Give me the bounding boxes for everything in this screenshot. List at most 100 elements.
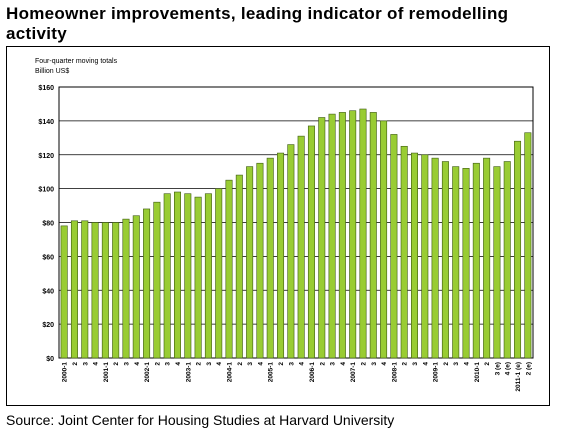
x-tick-label: 2000-1	[62, 362, 69, 383]
x-tick-label: 2003-1	[185, 362, 192, 383]
x-tick-label: 3	[412, 362, 419, 366]
bar	[493, 166, 501, 359]
x-tick-label: 2	[196, 362, 203, 366]
bar	[215, 188, 223, 359]
x-tick-label: 4	[340, 362, 347, 366]
bar	[431, 157, 439, 359]
bar	[112, 222, 120, 359]
y-tick-label: $100	[38, 187, 54, 194]
bar	[380, 120, 388, 359]
x-tick-label: 3	[288, 362, 295, 366]
bar	[369, 112, 377, 359]
x-tick-label: 4	[216, 362, 223, 366]
bar	[400, 145, 408, 359]
x-tick-label: 2002-1	[144, 362, 151, 383]
x-tick-label: 2	[113, 362, 120, 366]
y-tick-label: $0	[46, 356, 54, 363]
x-tick-label: 3	[453, 362, 460, 366]
x-tick-label: 4	[134, 362, 141, 366]
bar	[60, 225, 68, 359]
x-tick-label: 3	[206, 362, 213, 366]
x-tick-label: 2	[278, 362, 285, 366]
x-tick-label: 2005-1	[268, 362, 275, 383]
bar	[338, 112, 346, 359]
plot-area	[58, 86, 534, 359]
y-tick-label: $60	[42, 254, 54, 261]
bar	[441, 161, 449, 359]
x-tick-label: 2009-1	[433, 362, 440, 383]
chart-title: Homeowner improvements, leading indicato…	[6, 4, 509, 43]
bar	[225, 179, 233, 359]
bar	[277, 152, 285, 359]
y-tick-label: $160	[38, 85, 54, 92]
bar	[411, 152, 418, 359]
x-tick-label: 2007-1	[350, 362, 357, 383]
bar	[266, 157, 274, 359]
x-tick-label: 4	[422, 362, 429, 366]
bar	[483, 157, 491, 359]
x-tick-label: 3	[330, 362, 337, 366]
x-tick-label: 4	[175, 362, 182, 366]
x-tick-label: 2004-1	[227, 362, 234, 383]
x-tick-label: 4	[464, 362, 471, 366]
y-tick-label: $120	[38, 153, 54, 160]
bar	[246, 166, 254, 359]
bar	[91, 222, 99, 359]
bar	[174, 191, 181, 359]
x-tick-label: 3 (e)	[494, 362, 501, 375]
x-tick-label: 3	[247, 362, 254, 366]
bar	[349, 110, 357, 359]
x-tick-label: 2001-1	[103, 362, 110, 383]
bar	[421, 154, 429, 359]
x-tick-label: 2	[237, 362, 244, 366]
x-tick-label: 3	[371, 362, 378, 366]
bar	[70, 220, 78, 359]
bar	[307, 125, 315, 359]
x-tick-label: 3	[82, 362, 89, 366]
x-tick-label: 3	[123, 362, 130, 366]
x-tick-label: 2	[360, 362, 367, 366]
bar	[143, 208, 151, 359]
x-tick-label: 2	[443, 362, 450, 366]
x-tick-label: 2011-1 (e)	[515, 362, 522, 392]
bar	[81, 220, 89, 359]
bar	[153, 201, 161, 359]
x-tick-label: 2006-1	[309, 362, 316, 383]
y-tick-label: $140	[38, 119, 54, 126]
y-tick-label: $20	[42, 322, 54, 329]
bar	[472, 162, 480, 359]
bar	[514, 140, 522, 359]
bar	[287, 144, 295, 359]
y-axis-unit: Billion US$	[35, 68, 69, 75]
y-tick-label: $40	[42, 288, 54, 295]
x-tick-label: 3	[165, 362, 172, 366]
x-tick-label: 2	[319, 362, 326, 366]
x-tick-label: 2010-1	[474, 362, 481, 383]
chart-frame: Four-quarter moving totals Billion US$ $0 $…	[6, 46, 550, 406]
y-tick-label: $80	[42, 221, 54, 228]
bar	[163, 193, 171, 359]
bar	[132, 215, 140, 359]
x-tick-label: 2	[484, 362, 491, 366]
bar	[452, 166, 460, 359]
x-tick-label: 4	[93, 362, 100, 366]
x-tick-label: 2	[154, 362, 161, 366]
bar	[318, 117, 326, 359]
source-note: Source: Joint Center for Housing Studies…	[6, 412, 395, 428]
bar	[101, 222, 109, 359]
bar	[194, 196, 202, 359]
x-tick-label: 4	[257, 362, 264, 366]
bar	[204, 193, 212, 359]
y-axis-label: Four-quarter moving totals	[35, 58, 118, 65]
x-tick-label: 2 (e)	[525, 362, 532, 375]
bar	[297, 135, 305, 359]
x-tick-label: 4	[381, 362, 388, 366]
x-tick-label: 2008-1	[391, 362, 398, 383]
bar	[184, 193, 192, 359]
x-tick-label: 4 (e)	[505, 362, 512, 375]
bar	[503, 161, 511, 359]
x-tick-label: 4	[299, 362, 306, 366]
bar	[122, 218, 130, 359]
bar	[462, 168, 470, 359]
x-tick-label: 2	[72, 362, 79, 366]
